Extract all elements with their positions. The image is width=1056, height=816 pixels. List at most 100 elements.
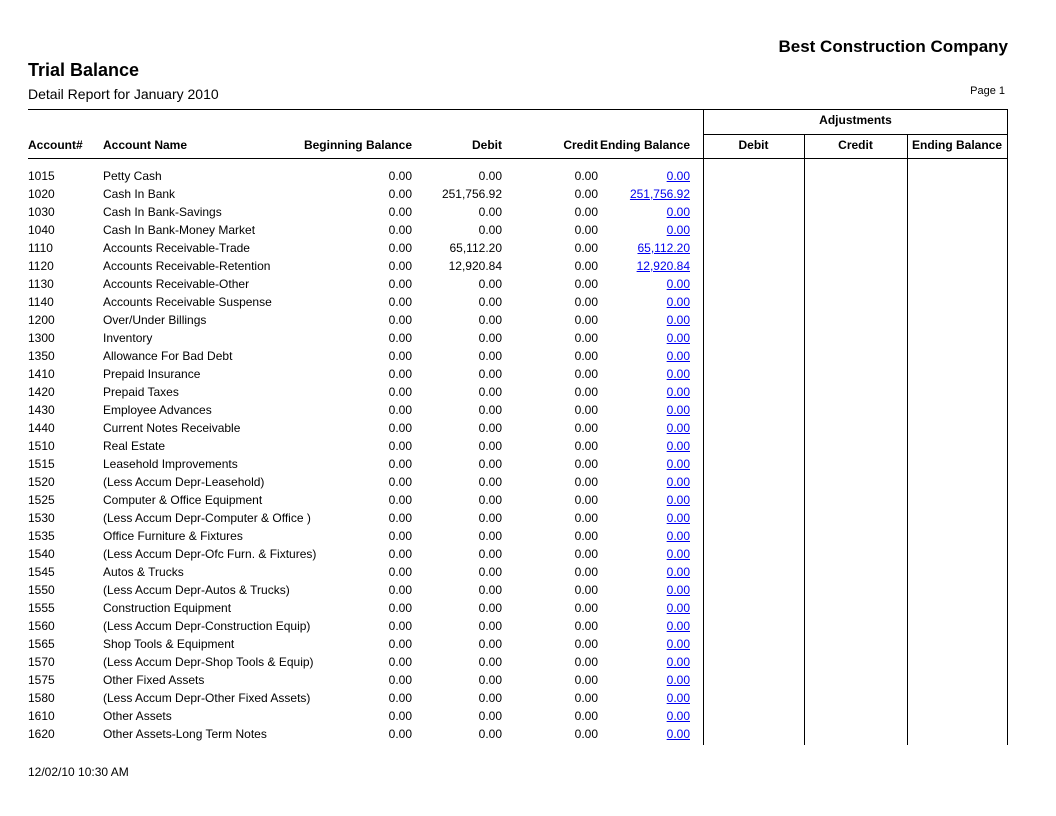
ending-balance-link[interactable]: 0.00: [666, 475, 690, 489]
ending-balance-link[interactable]: 0.00: [666, 205, 690, 219]
ending-balance-link[interactable]: 0.00: [666, 367, 690, 381]
debit-amount: 0.00: [478, 457, 502, 471]
table-row: 1300 Inventory 0.00 0.00 0.00 0.00: [0, 329, 1056, 347]
ending-balance-link[interactable]: 0.00: [666, 727, 690, 741]
table-row: 1015 Petty Cash 0.00 0.00 0.00 0.00: [0, 167, 1056, 185]
beginning-balance: 0.00: [388, 475, 412, 489]
account-name: Real Estate: [103, 439, 166, 453]
ending-balance-link[interactable]: 0.00: [666, 331, 690, 345]
ending-balance-link[interactable]: 0.00: [666, 547, 690, 561]
table-row: 1515 Leasehold Improvements 0.00 0.00 0.00 0.…: [0, 455, 1056, 473]
ending-balance-link[interactable]: 0.00: [666, 403, 690, 417]
credit-amount: 0.00: [574, 385, 598, 399]
credit-amount: 0.00: [574, 673, 598, 687]
table-row: 1120 Accounts Receivable-Retention 0.00 12,…: [0, 257, 1056, 275]
credit-amount: 0.00: [574, 331, 598, 345]
beginning-balance: 0.00: [388, 691, 412, 705]
beginning-balance: 0.00: [388, 673, 412, 687]
ending-balance-link[interactable]: 0.00: [666, 601, 690, 615]
account-number: 1620: [28, 727, 55, 741]
ending-balance-link[interactable]: 0.00: [666, 313, 690, 327]
account-number: 1515: [28, 457, 55, 471]
table-row: 1200 Over/Under Billings 0.00 0.00 0.00 0.00: [0, 311, 1056, 329]
beginning-balance: 0.00: [388, 709, 412, 723]
account-name: Cash In Bank-Money Market: [103, 223, 256, 237]
credit-amount: 0.00: [574, 259, 598, 273]
credit-amount: 0.00: [574, 277, 598, 291]
ending-balance-link[interactable]: 0.00: [666, 583, 690, 597]
ending-balance-link[interactable]: 0.00: [666, 169, 690, 183]
ending-balance-link[interactable]: 65,112.20: [637, 241, 691, 255]
beginning-balance: 0.00: [388, 259, 412, 273]
beginning-balance: 0.00: [388, 421, 412, 435]
table-row: 1555 Construction Equipment 0.00 0.00 0.00 0.…: [0, 599, 1056, 617]
ending-balance-link[interactable]: 0.00: [666, 439, 690, 453]
debit-amount: 0.00: [478, 673, 502, 687]
debit-amount: 0.00: [478, 691, 502, 705]
ending-balance-link[interactable]: 0.00: [666, 637, 690, 651]
ending-balance-link[interactable]: 0.00: [666, 421, 690, 435]
ending-balance-link[interactable]: 0.00: [666, 673, 690, 687]
account-name: (Less Accum Depr-Ofc Furn. & Fixtures): [103, 547, 317, 561]
credit-amount: 0.00: [574, 223, 598, 237]
report-subtitle: Detail Report for January 2010: [28, 86, 219, 102]
account-name: Accounts Receivable Suspense: [103, 295, 272, 309]
account-name: Computer & Office Equipment: [103, 493, 263, 507]
ending-balance-link[interactable]: 0.00: [666, 655, 690, 669]
ending-balance-link[interactable]: 251,756.92: [629, 187, 690, 201]
debit-amount: 0.00: [478, 637, 502, 651]
beginning-balance: 0.00: [388, 241, 412, 255]
account-number: 1420: [28, 385, 55, 399]
table-row: 1575 Other Fixed Assets 0.00 0.00 0.00 0.00: [0, 671, 1056, 689]
ending-balance-link[interactable]: 0.00: [666, 565, 690, 579]
ending-balance-link[interactable]: 0.00: [666, 619, 690, 633]
table-row: 1440 Current Notes Receivable 0.00 0.00 0.00…: [0, 419, 1056, 437]
beginning-balance: 0.00: [388, 385, 412, 399]
ending-balance-link[interactable]: 0.00: [666, 349, 690, 363]
account-name: Leasehold Improvements: [103, 457, 238, 471]
account-name: (Less Accum Depr-Construction Equip): [103, 619, 311, 633]
credit-amount: 0.00: [574, 349, 598, 363]
header-ending-balance: Ending Balance: [599, 138, 690, 152]
adjustments-header-rule: [703, 134, 1008, 135]
debit-amount: 0.00: [478, 403, 502, 417]
account-name: Prepaid Taxes: [103, 385, 179, 399]
ending-balance-link[interactable]: 0.00: [666, 493, 690, 507]
ending-balance-link[interactable]: 0.00: [666, 457, 690, 471]
header-adjustments-debit: Debit: [738, 138, 769, 152]
account-name: Construction Equipment: [103, 601, 232, 615]
credit-amount: 0.00: [574, 493, 598, 507]
credit-amount: 0.00: [574, 601, 598, 615]
account-number: 1530: [28, 511, 55, 525]
account-number: 1040: [28, 223, 55, 237]
ending-balance-link[interactable]: 0.00: [666, 277, 690, 291]
ending-balance-link[interactable]: 0.00: [666, 385, 690, 399]
account-number: 1030: [28, 205, 55, 219]
header-beginning-balance: Beginning Balance: [303, 138, 412, 152]
adjustments-right-border: [1007, 109, 1008, 745]
beginning-balance: 0.00: [388, 565, 412, 579]
beginning-balance: 0.00: [388, 655, 412, 669]
account-name: Accounts Receivable-Retention: [103, 259, 271, 273]
ending-balance-link[interactable]: 0.00: [666, 223, 690, 237]
beginning-balance: 0.00: [388, 457, 412, 471]
account-number: 1430: [28, 403, 55, 417]
ending-balance-link[interactable]: 12,920.84: [636, 259, 690, 273]
ending-balance-link[interactable]: 0.00: [666, 691, 690, 705]
ending-balance-link[interactable]: 0.00: [666, 295, 690, 309]
debit-amount: 0.00: [478, 439, 502, 453]
ending-balance-link[interactable]: 0.00: [666, 529, 690, 543]
beginning-balance: 0.00: [388, 439, 412, 453]
credit-amount: 0.00: [574, 439, 598, 453]
ending-balance-link[interactable]: 0.00: [666, 511, 690, 525]
adjustments-divider-1: [804, 134, 805, 745]
account-number: 1440: [28, 421, 55, 435]
credit-amount: 0.00: [574, 655, 598, 669]
beginning-balance: 0.00: [388, 637, 412, 651]
credit-amount: 0.00: [574, 241, 598, 255]
ending-balance-link[interactable]: 0.00: [666, 709, 690, 723]
debit-amount: 0.00: [478, 709, 502, 723]
account-name: (Less Accum Depr-Leasehold): [103, 475, 265, 489]
beginning-balance: 0.00: [388, 403, 412, 417]
table-row: 1565 Shop Tools & Equipment 0.00 0.00 0.00 0.…: [0, 635, 1056, 653]
